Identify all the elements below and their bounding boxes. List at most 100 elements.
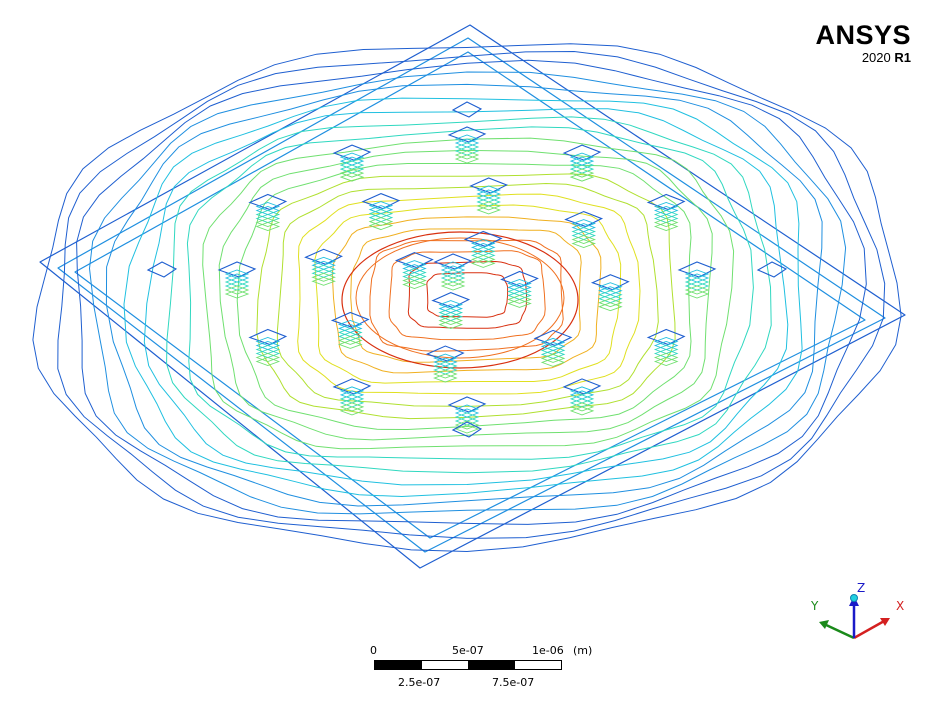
pillar-cap <box>394 251 434 269</box>
pillar-ring <box>476 189 501 199</box>
pillar-ring <box>337 319 363 329</box>
scale-segment <box>468 661 515 669</box>
pillar-ring <box>653 202 679 211</box>
pillar-ring <box>255 214 281 223</box>
pillar-ring <box>337 331 363 341</box>
pillar-cap <box>447 126 487 143</box>
pillar-ring <box>571 227 597 237</box>
pillar-ring <box>402 272 427 282</box>
pillar-ring <box>433 361 458 371</box>
pillar-cap <box>451 421 483 438</box>
pillar-ring <box>255 349 281 358</box>
pillar-ring <box>224 289 250 299</box>
pillar-ring <box>339 394 365 404</box>
pillar-ring <box>454 146 480 156</box>
pillar-ring <box>337 323 363 333</box>
pillar-ring <box>368 213 394 223</box>
pillar-ring <box>255 341 281 350</box>
pillar-ring <box>598 290 623 300</box>
pillar-ring <box>507 290 532 300</box>
pillar-ring <box>337 335 363 345</box>
contour-line <box>314 204 622 384</box>
pillar-ring <box>339 160 365 170</box>
pillar-cap <box>361 192 401 210</box>
pillar-ring <box>470 246 496 256</box>
plate-boundary-outline <box>74 51 866 539</box>
pillar-ring <box>337 327 363 337</box>
pillar-ring <box>653 210 679 219</box>
pillar-ring <box>653 353 679 362</box>
pillar-cap <box>304 248 343 265</box>
pillar-ring <box>540 357 566 367</box>
pillar-cap <box>564 210 604 228</box>
pillar-ring <box>339 164 365 174</box>
pillar-ring <box>540 345 566 355</box>
pillar-ring <box>507 278 532 288</box>
pillar-ring <box>684 277 710 287</box>
pillar-ring <box>569 406 595 416</box>
contour-line <box>407 260 528 329</box>
pillar-ring <box>653 357 679 366</box>
pillar-ring <box>454 142 480 152</box>
pillar-ring <box>255 357 281 366</box>
pillar-ring <box>470 250 496 260</box>
pillar-ring <box>224 269 250 279</box>
pillar-ring <box>569 160 595 170</box>
y-axis-arrowhead <box>819 620 829 629</box>
scale-segment <box>514 661 561 669</box>
pillar-ring <box>507 282 532 292</box>
pillar-ring <box>598 298 623 308</box>
pillar-ring <box>598 294 623 304</box>
pillar-ring <box>438 304 464 314</box>
logo-version-year: 2020 <box>861 50 891 65</box>
z-axis-label: Z <box>857 581 865 595</box>
pillar-ring <box>339 390 365 400</box>
pillar-ring <box>598 282 623 292</box>
pillar-ring <box>454 138 480 148</box>
pillar-ring <box>540 337 566 347</box>
pillar-ring <box>311 268 336 278</box>
pillar-ring <box>438 316 464 326</box>
pillar-ring <box>440 261 466 271</box>
pillar-ring <box>653 349 679 358</box>
logo-version-release: R1 <box>894 50 911 65</box>
pillar-ring <box>339 172 365 182</box>
pillar-ring <box>476 193 501 203</box>
pillar-cap <box>433 253 473 270</box>
pillar-ring <box>368 201 394 211</box>
pillar-ring <box>311 264 336 274</box>
pillar-ring <box>684 269 710 279</box>
contour-line <box>105 83 823 507</box>
pillar-ring <box>653 214 679 223</box>
pillar-ring <box>440 277 466 287</box>
pillar-ring <box>569 172 595 182</box>
pillar-ring <box>571 239 597 249</box>
scale-bar <box>374 660 562 670</box>
pillar-ring <box>684 285 710 295</box>
pillar-ring <box>402 260 427 270</box>
contour-line <box>331 216 602 374</box>
pillar-ring <box>433 365 458 375</box>
contour-line <box>123 97 803 498</box>
pillar-ring <box>540 341 566 351</box>
pillar-ring <box>440 269 466 279</box>
pillar-cap <box>533 329 573 347</box>
scale-segment <box>375 661 422 669</box>
pillar-ring <box>224 281 250 291</box>
x-axis-arrow <box>853 618 887 640</box>
pillar-ring <box>569 156 595 166</box>
pillar-ring <box>311 260 336 270</box>
pillar-ring <box>402 264 427 274</box>
contour-line <box>166 116 772 474</box>
pillar-ring <box>255 202 281 211</box>
pillar-ring <box>470 238 496 248</box>
pillar-ring <box>653 206 679 215</box>
pillar-ring <box>476 185 501 195</box>
axis-triad[interactable]: X Y Z <box>802 580 912 650</box>
pillar-cap <box>248 193 288 211</box>
logo-name: ANSYS <box>815 20 911 50</box>
pillar-ring <box>311 276 336 286</box>
logo-version: 2020 R1 <box>815 51 911 64</box>
pillar-ring <box>255 353 281 362</box>
